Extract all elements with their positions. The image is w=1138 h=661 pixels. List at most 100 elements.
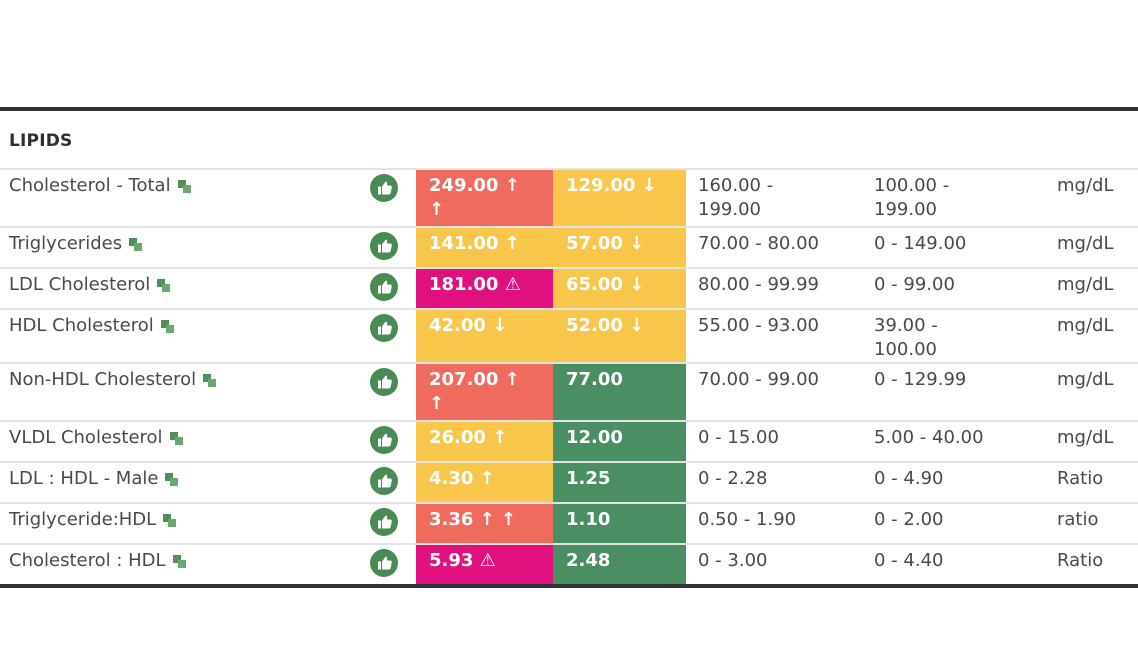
lipids-table: Cholesterol - Total 249.00 ↑ ↑ 129.00 ↓ 160… [0,168,1138,584]
thumbs-up-icon[interactable] [370,174,398,202]
table-row: Non-HDL Cholesterol 207.00 ↑ ↑ 77.00 70.00 … [0,363,1138,421]
reference-range: 0 - 129.99 [874,369,967,390]
result-value: 141.00 ↑ [416,227,553,268]
test-name-cell: Triglycerides [0,227,370,268]
unit: mg/dL [1057,274,1114,295]
table-row: Cholesterol - Total 249.00 ↑ ↑ 129.00 ↓ 160… [0,169,1138,227]
optimal-range: 70.00 - 99.00 [698,369,819,390]
result-value: 42.00 ↓ [416,309,553,363]
previous-value: 77.00 [553,363,686,421]
test-name: Non-HDL Cholesterol [9,369,197,390]
thumbs-up-icon[interactable] [370,232,398,260]
copy-icon[interactable] [160,319,174,333]
previous-value: 57.00 ↓ [553,227,686,268]
thumbs-up-icon[interactable] [370,549,398,577]
thumbs-up-icon[interactable] [370,314,398,342]
unit: mg/dL [1057,233,1114,254]
previous-value: 1.10 [553,503,686,544]
thumb-cell [370,421,416,462]
reference-range: 100.00 - 199.00 [874,175,950,220]
thumbs-up-icon[interactable] [370,467,398,495]
reference-range: 5.00 - 40.00 [874,427,984,448]
result-value: 207.00 ↑ ↑ [416,363,553,421]
optimal-range: 160.00 - 199.00 [698,175,774,220]
table-row: LDL : HDL - Male 4.30 ↑ 1.25 0 - 2.28 0 - 4.… [0,462,1138,503]
unit: ratio [1057,509,1099,530]
optimal-range: 0 - 3.00 [698,550,768,571]
reference-range: 0 - 4.40 [874,550,944,571]
result-value: 26.00 ↑ [416,421,553,462]
copy-icon[interactable] [203,373,217,387]
thumb-cell [370,227,416,268]
test-name: LDL : HDL - Male [9,468,159,489]
unit: mg/dL [1057,175,1114,196]
test-name-cell: LDL : HDL - Male [0,462,370,503]
thumb-cell [370,503,416,544]
previous-value: 65.00 ↓ [553,268,686,309]
table-row: Triglycerides 141.00 ↑ 57.00 ↓ 70.00 - 80.0… [0,227,1138,268]
thumb-cell [370,268,416,309]
optimal-range: 0.50 - 1.90 [698,509,797,530]
reference-range: 0 - 4.90 [874,468,944,489]
copy-icon[interactable] [169,431,183,445]
test-name-cell: Cholesterol - Total [0,169,370,227]
thumb-cell [370,544,416,584]
thumb-cell [370,169,416,227]
thumbs-up-icon[interactable] [370,508,398,536]
result-value: 181.00 ⚠ [416,268,553,309]
unit: Ratio [1057,468,1104,489]
previous-value: 1.25 [553,462,686,503]
result-value: 249.00 ↑ ↑ [416,169,553,227]
test-name: VLDL Cholesterol [9,427,163,448]
test-name: Cholesterol : HDL [9,550,166,571]
table-row: Cholesterol : HDL 5.93 ⚠ 2.48 0 - 3.00 0 - 4… [0,544,1138,584]
thumbs-up-icon[interactable] [370,273,398,301]
copy-icon[interactable] [165,472,179,486]
previous-value: 52.00 ↓ [553,309,686,363]
test-name: LDL Cholesterol [9,274,151,295]
optimal-range: 70.00 - 80.00 [698,233,819,254]
copy-icon[interactable] [157,278,171,292]
optimal-range: 80.00 - 99.99 [698,274,819,295]
thumbs-up-icon[interactable] [370,426,398,454]
previous-value: 129.00 ↓ [553,169,686,227]
test-name: Cholesterol - Total [9,175,171,196]
test-name-cell: HDL Cholesterol [0,309,370,363]
section-title: LIPIDS [9,131,73,151]
previous-value: 2.48 [553,544,686,584]
thumbs-up-icon[interactable] [370,368,398,396]
result-value: 4.30 ↑ [416,462,553,503]
unit: mg/dL [1057,369,1114,390]
test-name-cell: Triglyceride:HDL [0,503,370,544]
result-value: 5.93 ⚠ [416,544,553,584]
table-row: Triglyceride:HDL 3.36 ↑ ↑ 1.10 0.50 - 1.90 0… [0,503,1138,544]
previous-value: 12.00 [553,421,686,462]
table-row: VLDL Cholesterol 26.00 ↑ 12.00 0 - 15.00 5.0… [0,421,1138,462]
unit: mg/dL [1057,315,1114,336]
copy-icon[interactable] [177,179,191,193]
copy-icon[interactable] [172,554,186,568]
test-name-cell: LDL Cholesterol [0,268,370,309]
reference-range: 0 - 149.00 [874,233,967,254]
table-row: HDL Cholesterol 42.00 ↓ 52.00 ↓ 55.00 - 93.… [0,309,1138,363]
test-name-cell: VLDL Cholesterol [0,421,370,462]
unit: mg/dL [1057,427,1114,448]
thumb-cell [370,309,416,363]
unit: Ratio [1057,550,1104,571]
lipids-panel: LIPIDS Cholesterol - Total 249.00 ↑ ↑ 129.… [0,107,1138,588]
copy-icon[interactable] [163,513,177,527]
test-name-cell: Cholesterol : HDL [0,544,370,584]
test-name: HDL Cholesterol [9,315,154,336]
thumb-cell [370,363,416,421]
optimal-range: 55.00 - 93.00 [698,315,819,336]
result-value: 3.36 ↑ ↑ [416,503,553,544]
reference-range: 0 - 2.00 [874,509,944,530]
optimal-range: 0 - 15.00 [698,427,779,448]
optimal-range: 0 - 2.28 [698,468,768,489]
top-divider [0,107,1138,111]
copy-icon[interactable] [129,237,143,251]
reference-range: 0 - 99.00 [874,274,955,295]
table-row: LDL Cholesterol 181.00 ⚠ 65.00 ↓ 80.00 - 99… [0,268,1138,309]
reference-range: 39.00 - 100.00 [874,315,938,360]
thumb-cell [370,462,416,503]
